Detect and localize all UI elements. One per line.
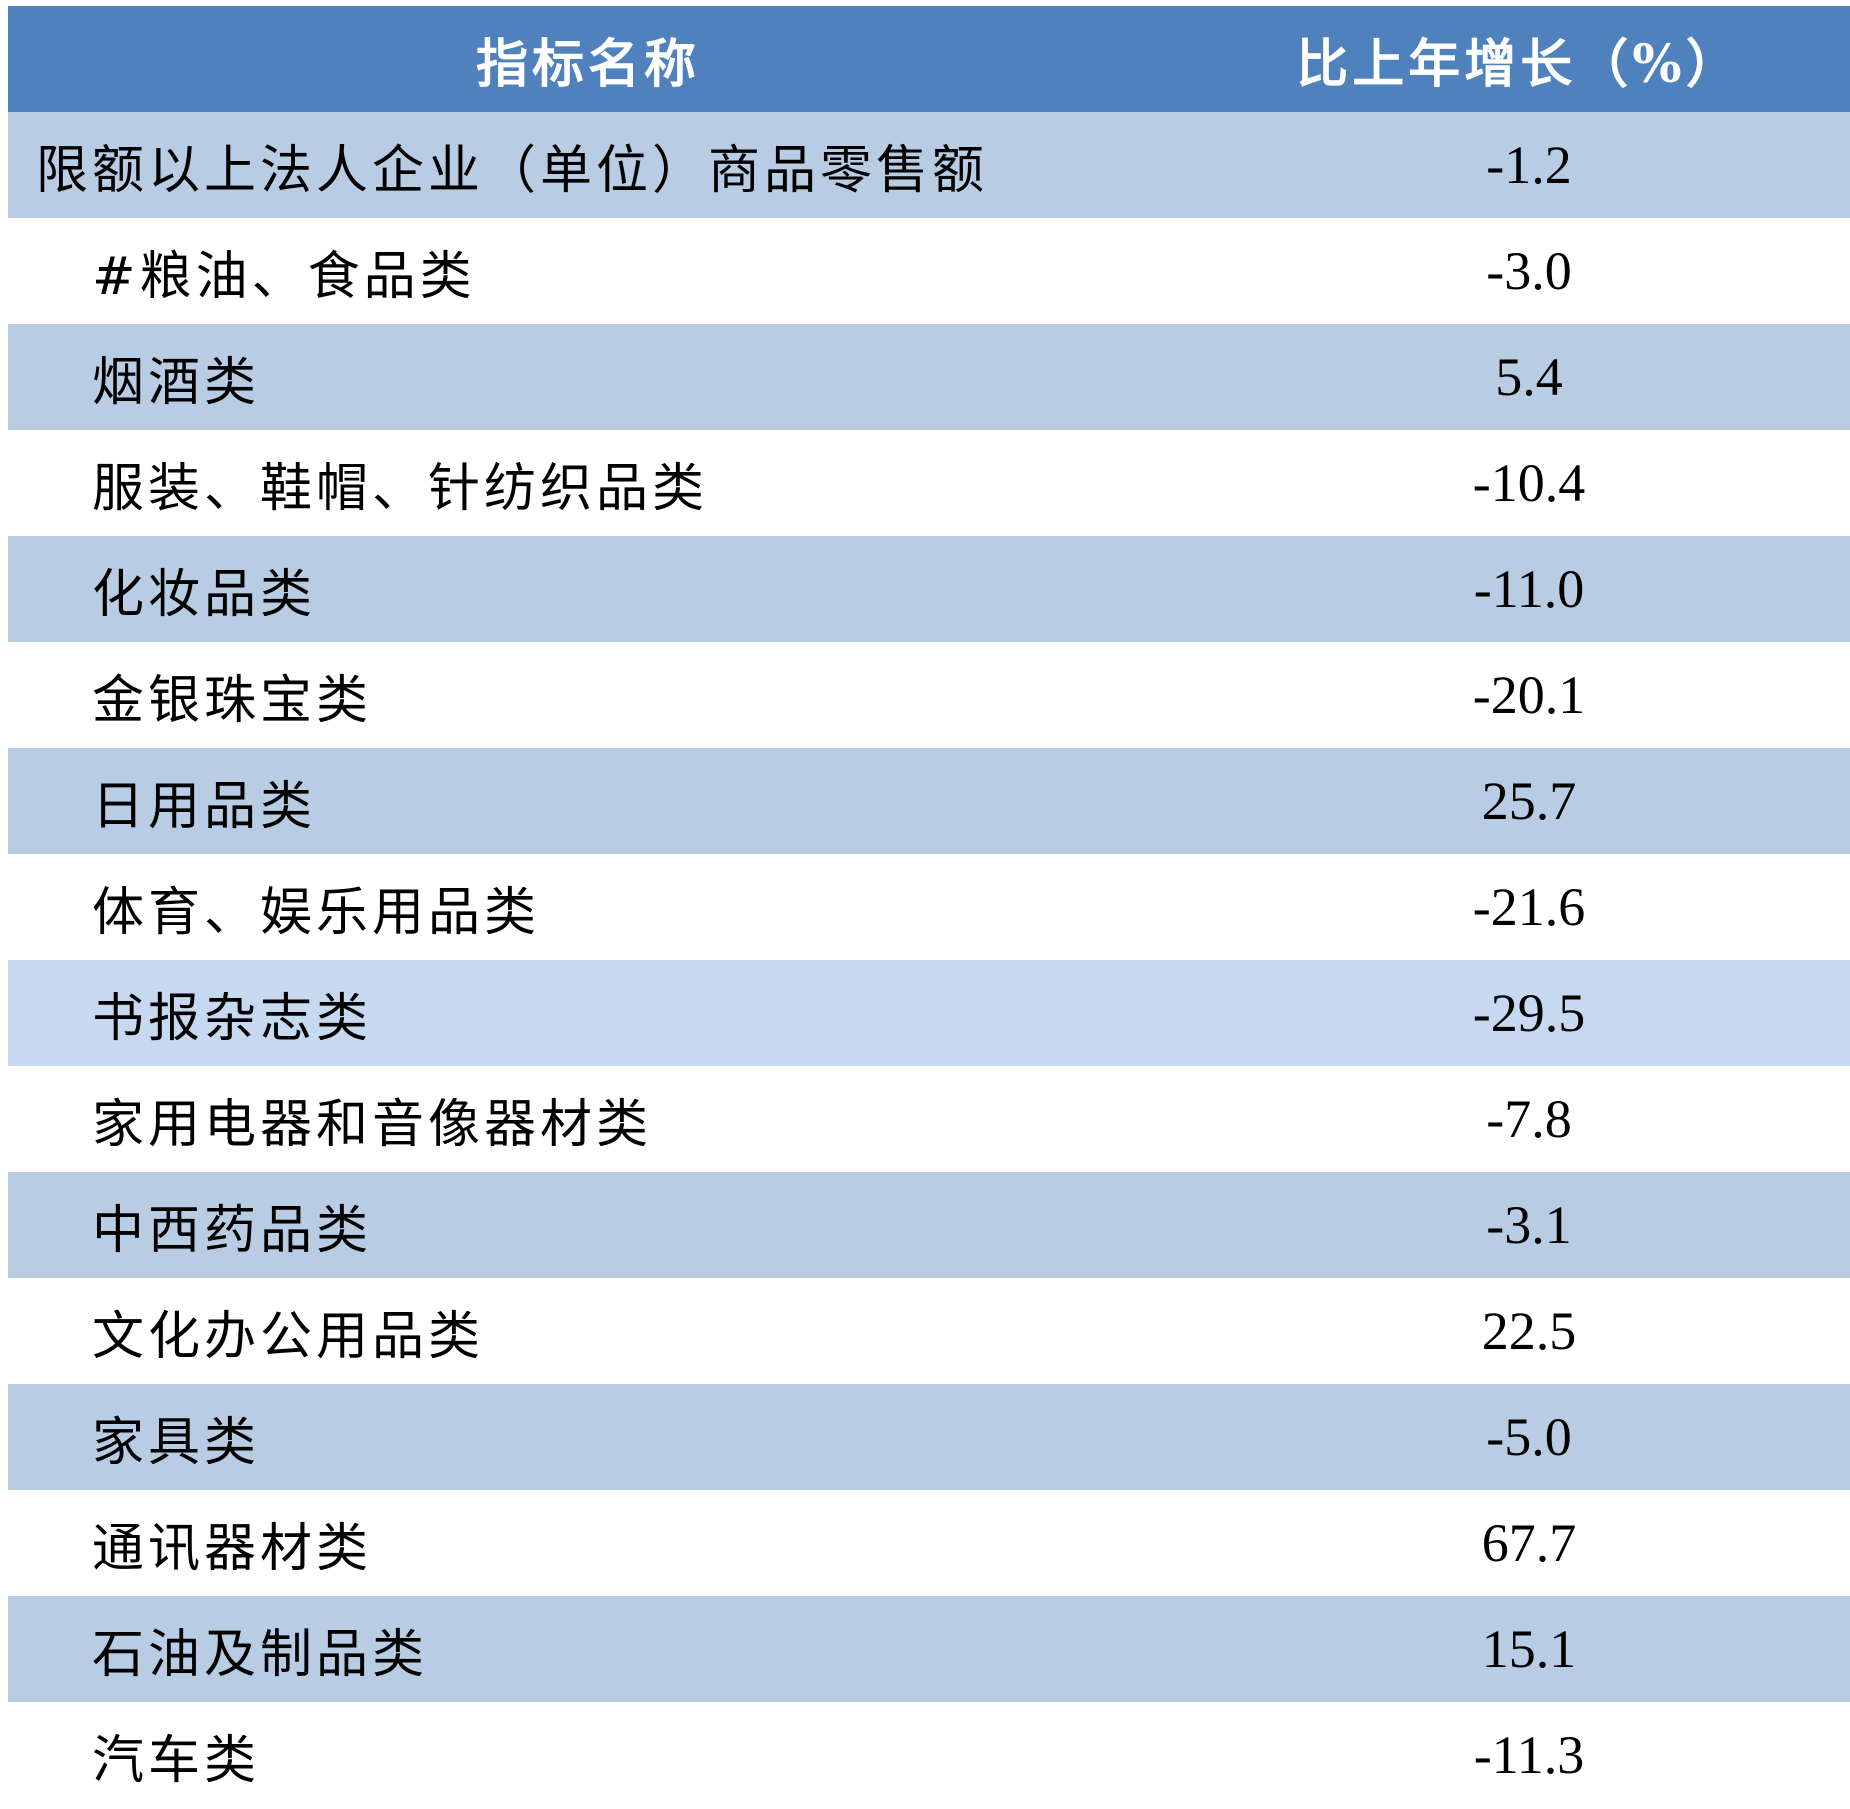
row-value: 25.7 xyxy=(1481,771,1577,831)
row-label: 烟酒类 xyxy=(92,352,261,413)
row-label: #粮油、食品类 xyxy=(92,246,476,307)
row-value: -5.0 xyxy=(1486,1407,1572,1467)
table-header: 指标名称 比上年增长（%） xyxy=(8,6,1850,112)
table-row: 家用电器和音像器材类 -7.8 xyxy=(8,1066,1850,1172)
row-value: -11.0 xyxy=(1473,559,1585,619)
row-value: 5.4 xyxy=(1495,347,1563,407)
row-label: 汽车类 xyxy=(92,1730,261,1791)
header-cell: 比上年增长（%） xyxy=(1296,33,1742,95)
row-value: -7.8 xyxy=(1486,1089,1572,1149)
row-value: -3.1 xyxy=(1486,1195,1572,1255)
row-value: -10.4 xyxy=(1472,453,1586,513)
row-value: 22.5 xyxy=(1481,1301,1577,1361)
row-value: -20.1 xyxy=(1472,665,1586,725)
row-label: 体育、娱乐用品类 xyxy=(92,882,541,943)
row-label: 家用电器和音像器材类 xyxy=(92,1094,653,1155)
row-label: 服装、鞋帽、针纺织品类 xyxy=(92,458,709,519)
table-row: 限额以上法人企业（单位）商品零售额 -1.2 xyxy=(8,112,1850,218)
row-label: 通讯器材类 xyxy=(92,1518,373,1579)
table-row: 通讯器材类 67.7 xyxy=(8,1490,1850,1596)
table-row: 体育、娱乐用品类 -21.6 xyxy=(8,854,1850,960)
row-label: 文化办公用品类 xyxy=(92,1306,485,1367)
row-value: -29.5 xyxy=(1472,983,1586,1043)
table-row: 书报杂志类 -29.5 xyxy=(8,960,1850,1066)
table-row: 化妆品类 -11.0 xyxy=(8,536,1850,642)
table-row: 家具类 -5.0 xyxy=(8,1384,1850,1490)
header-cell: 指标名称 xyxy=(475,33,700,95)
row-label: 中西药品类 xyxy=(92,1200,373,1261)
row-value: -3.0 xyxy=(1486,241,1572,301)
table-row: #粮油、食品类 -3.0 xyxy=(8,218,1850,324)
row-label: 书报杂志类 xyxy=(92,988,373,1049)
row-value: -21.6 xyxy=(1472,877,1586,937)
row-label: 日用品类 xyxy=(92,776,317,837)
table-row: 金银珠宝类 -20.1 xyxy=(8,642,1850,748)
table-row: 文化办公用品类 22.5 xyxy=(8,1278,1850,1384)
row-label: 家具类 xyxy=(92,1412,261,1473)
row-value: 67.7 xyxy=(1481,1513,1577,1573)
row-value: -11.3 xyxy=(1473,1725,1585,1785)
table-row: 汽车类 -11.3 xyxy=(8,1702,1850,1808)
table-row: 烟酒类 5.4 xyxy=(8,324,1850,430)
row-value: 15.1 xyxy=(1481,1619,1577,1679)
table-row: 中西药品类 -3.1 xyxy=(8,1172,1850,1278)
table-row: 服装、鞋帽、针纺织品类 -10.4 xyxy=(8,430,1850,536)
row-label: 石油及制品类 xyxy=(92,1624,429,1685)
row-label: 化妆品类 xyxy=(92,564,317,625)
table-row: 日用品类 25.7 xyxy=(8,748,1850,854)
row-value: -1.2 xyxy=(1486,135,1572,195)
table-row: 石油及制品类 15.1 xyxy=(8,1596,1850,1702)
row-label: 限额以上法人企业（单位）商品零售额 xyxy=(36,140,989,201)
row-label: 金银珠宝类 xyxy=(92,670,373,731)
